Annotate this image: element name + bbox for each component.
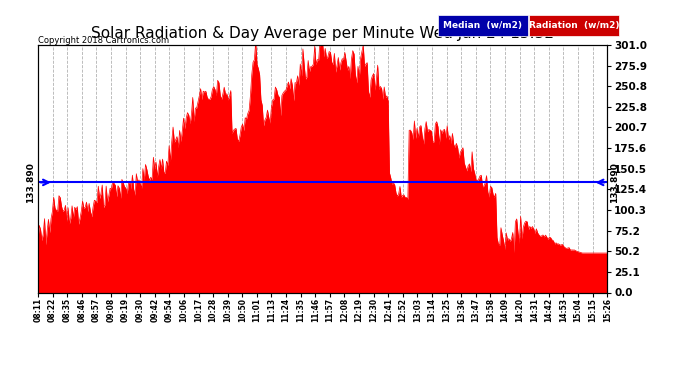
Text: Copyright 2018 Cartronics.com: Copyright 2018 Cartronics.com xyxy=(38,36,169,45)
Text: Median  (w/m2): Median (w/m2) xyxy=(444,21,522,30)
Title: Solar Radiation & Day Average per Minute Wed Jan 24 15:32: Solar Radiation & Day Average per Minute… xyxy=(91,26,554,41)
Text: 133.890: 133.890 xyxy=(610,162,619,203)
Text: Radiation  (w/m2): Radiation (w/m2) xyxy=(529,21,620,30)
Text: 133.890: 133.890 xyxy=(26,162,35,203)
